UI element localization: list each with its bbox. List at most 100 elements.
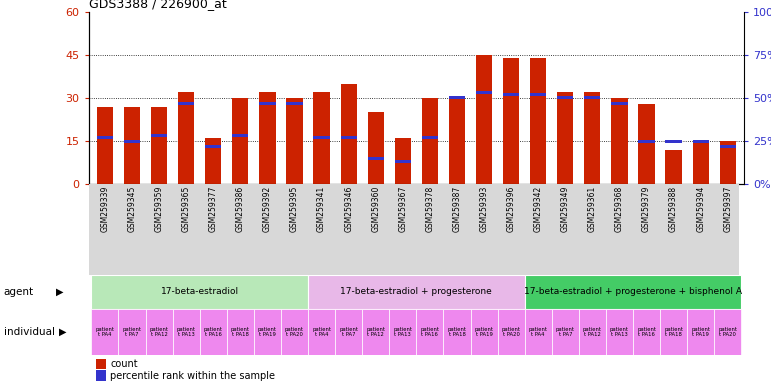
Bar (173, 309, 200, 355)
Bar (660, 309, 687, 355)
Bar (470, 309, 497, 355)
Bar (97, 107, 113, 184)
Text: 17-beta-estradiol: 17-beta-estradiol (160, 287, 239, 296)
Bar (119, 309, 146, 355)
Text: GSM259365: GSM259365 (182, 186, 190, 232)
Bar (714, 309, 741, 355)
Text: patient
t PA7: patient t PA7 (556, 327, 575, 338)
Bar (530, 93, 547, 96)
Bar (584, 92, 601, 184)
Bar (665, 150, 682, 184)
Text: GSM259367: GSM259367 (399, 186, 407, 232)
Bar (286, 98, 302, 184)
Text: patient
t PA7: patient t PA7 (339, 327, 359, 338)
Text: GSM259388: GSM259388 (669, 186, 678, 232)
Text: GSM259359: GSM259359 (154, 186, 163, 232)
Bar (524, 309, 552, 355)
Text: GDS3388 / 226900_at: GDS3388 / 226900_at (89, 0, 227, 10)
Text: GSM259386: GSM259386 (236, 186, 245, 232)
Text: patient
t PA16: patient t PA16 (420, 327, 439, 338)
Text: GSM259394: GSM259394 (696, 186, 705, 232)
Bar (638, 140, 655, 142)
Bar (341, 84, 357, 184)
Text: patient
t PA12: patient t PA12 (583, 327, 602, 338)
Bar (281, 309, 308, 355)
Bar (552, 309, 579, 355)
Text: patient
t PA13: patient t PA13 (177, 327, 196, 338)
Bar (314, 92, 330, 184)
Text: ▶: ▶ (56, 287, 63, 297)
Bar (449, 98, 465, 184)
Text: percentile rank within the sample: percentile rank within the sample (110, 371, 275, 381)
Bar (124, 107, 140, 184)
Text: patient
t PA12: patient t PA12 (150, 327, 169, 338)
Text: GSM259342: GSM259342 (534, 186, 543, 232)
Bar (719, 145, 736, 148)
Text: patient
t PA19: patient t PA19 (691, 327, 710, 338)
Bar (314, 136, 330, 139)
Bar (579, 309, 606, 355)
Bar (146, 309, 173, 355)
Bar (524, 275, 741, 309)
Bar (151, 107, 167, 184)
Bar (530, 58, 547, 184)
Bar (178, 102, 194, 104)
Bar (638, 104, 655, 184)
Text: GSM259397: GSM259397 (723, 186, 732, 232)
Bar (476, 55, 492, 184)
Text: GSM259341: GSM259341 (317, 186, 326, 232)
Bar (503, 93, 519, 96)
Text: patient
t PA4: patient t PA4 (529, 327, 547, 338)
Bar (286, 102, 302, 104)
Bar (395, 161, 411, 163)
Text: individual: individual (4, 327, 55, 337)
Bar (633, 309, 660, 355)
Bar (389, 309, 416, 355)
Text: GSM259360: GSM259360 (371, 186, 380, 232)
Bar (362, 309, 389, 355)
Bar (124, 140, 140, 142)
Bar (200, 309, 227, 355)
Bar (606, 309, 633, 355)
Text: GSM259395: GSM259395 (290, 186, 299, 232)
Bar (335, 309, 362, 355)
Text: ▶: ▶ (59, 327, 66, 337)
Bar (503, 58, 519, 184)
Text: patient
t PA20: patient t PA20 (285, 327, 304, 338)
Text: GSM259349: GSM259349 (561, 186, 570, 232)
Text: patient
t PA4: patient t PA4 (96, 327, 114, 338)
Text: GSM259393: GSM259393 (480, 186, 489, 232)
Text: patient
t PA13: patient t PA13 (610, 327, 629, 338)
Text: patient
t PA19: patient t PA19 (258, 327, 277, 338)
Text: count: count (110, 359, 138, 369)
Bar (557, 92, 574, 184)
Bar (308, 275, 524, 309)
Text: patient
t PA19: patient t PA19 (474, 327, 493, 338)
Bar (395, 138, 411, 184)
Text: patient
t PA12: patient t PA12 (366, 327, 386, 338)
Text: 17-beta-estradiol + progesterone + bisphenol A: 17-beta-estradiol + progesterone + bisph… (524, 287, 742, 296)
Bar (259, 102, 275, 104)
Text: GSM259346: GSM259346 (344, 186, 353, 232)
Bar (205, 145, 221, 148)
Bar (422, 136, 438, 139)
Bar (692, 140, 709, 142)
Text: GSM259392: GSM259392 (263, 186, 272, 232)
Text: GSM259339: GSM259339 (100, 186, 109, 232)
Bar (254, 309, 281, 355)
Bar (178, 92, 194, 184)
Text: GSM259379: GSM259379 (642, 186, 651, 232)
Bar (422, 98, 438, 184)
Bar (611, 98, 628, 184)
Text: GSM259368: GSM259368 (615, 186, 624, 232)
Text: agent: agent (4, 287, 34, 297)
Bar (151, 134, 167, 137)
Bar (443, 309, 470, 355)
Bar (259, 92, 275, 184)
Text: 17-beta-estradiol + progesterone: 17-beta-estradiol + progesterone (341, 287, 492, 296)
Text: GSM259378: GSM259378 (426, 186, 434, 232)
Text: patient
t PA16: patient t PA16 (204, 327, 223, 338)
Bar (687, 309, 714, 355)
Text: patient
t PA4: patient t PA4 (312, 327, 331, 338)
Bar (497, 309, 524, 355)
